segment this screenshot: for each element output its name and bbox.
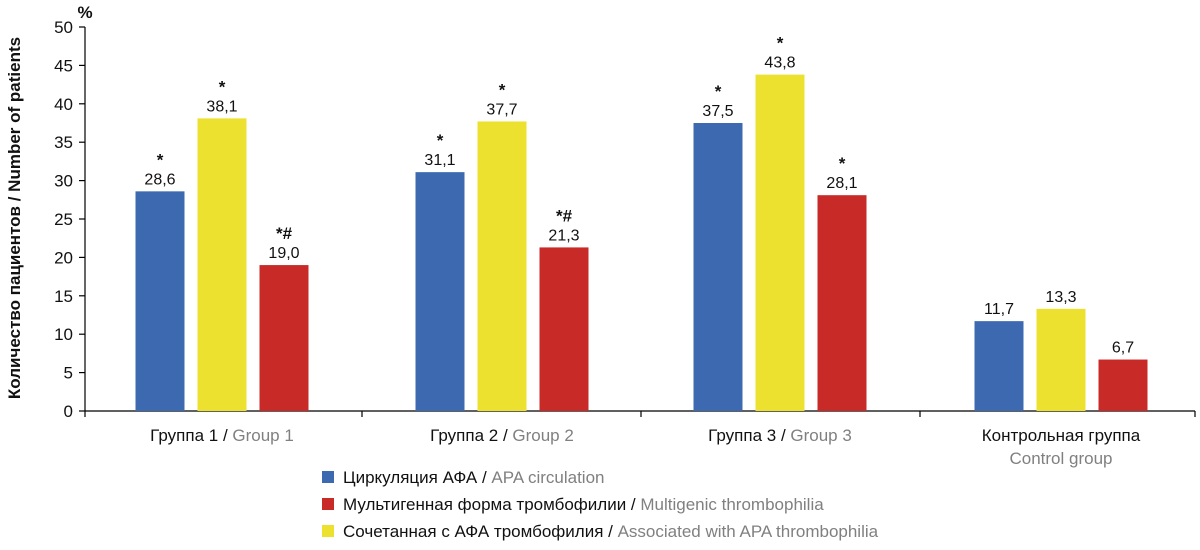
bar-value-label: 37,5 [702, 103, 733, 120]
significance-mark: * [437, 131, 444, 150]
bar-value-label: 38,1 [206, 98, 237, 115]
bar [693, 123, 743, 411]
y-tick-label: 35 [54, 133, 73, 152]
significance-mark: *# [276, 224, 293, 243]
bar-value-label: 19,0 [268, 245, 299, 262]
legend-entry-en: Associated with APA thrombophilia [618, 522, 879, 541]
y-tick-label: 15 [54, 287, 73, 306]
legend-entry-sep: / [603, 522, 617, 541]
significance-mark: * [715, 82, 722, 101]
significance-mark: * [777, 34, 784, 53]
significance-mark: *# [556, 206, 573, 225]
bar [135, 191, 185, 411]
category-label-ru: Группа 3 [708, 426, 776, 445]
y-tick-label: 5 [64, 364, 73, 383]
legend-entry: Мультигенная форма тромбофилии / Multige… [343, 495, 824, 514]
axes: 0 5 10 15 20 25 30 35 40 45 50% Количество пациенто… [5, 3, 1196, 421]
category-label-sep: / [776, 426, 790, 445]
bar-value-label: 31,1 [424, 152, 455, 169]
legend-entry-ru: Мультигенная форма тромбофилии [343, 495, 626, 514]
y-axis-title: Количество пациентов / Number of patient… [5, 37, 24, 399]
category-label: Группа 3 / Group 3 [708, 426, 852, 445]
bar-value-label: 43,8 [764, 55, 795, 72]
legend-entry: Сочетанная с АФА тромбофилия / Associate… [343, 522, 879, 541]
bar [415, 172, 465, 411]
category-label-en: Group 1 [232, 426, 293, 445]
bar-value-label: 28,1 [826, 175, 857, 192]
y-tick-label: 30 [54, 172, 73, 191]
legend-entry-ru: Циркуляция АФА [343, 468, 478, 487]
bar [755, 74, 805, 411]
y-tick-label: 40 [54, 95, 73, 114]
bar-value-label: 11,7 [984, 301, 1014, 318]
bar-value-label: 21,3 [548, 227, 579, 244]
category-label-ru: Группа 1 [150, 426, 218, 445]
significance-mark: * [157, 150, 164, 169]
bar-value-label: 6,7 [1112, 340, 1134, 357]
category-label-sep: / [218, 426, 232, 445]
y-tick-label: 0 [64, 402, 73, 421]
bar [1098, 359, 1148, 411]
category-label-en: Group 3 [790, 426, 851, 445]
legend-swatch [322, 525, 334, 537]
category-label-sep: / [498, 426, 512, 445]
legend-entry-sep: / [626, 495, 640, 514]
category-label: Группа 1 / Group 1 [150, 426, 294, 445]
significance-mark: * [219, 77, 226, 96]
legend-entry-sep: / [477, 468, 491, 487]
legend-entry-en: Multigenic thrombophilia [640, 495, 824, 514]
bar-value-label: 13,3 [1045, 289, 1076, 306]
y-unit-label: % [77, 3, 92, 22]
category-label-en: Group 2 [512, 426, 573, 445]
significance-mark: * [839, 154, 846, 173]
category-label-ru: Контрольная группа [982, 426, 1141, 445]
bar [539, 247, 589, 411]
y-tick-label: 10 [54, 325, 73, 344]
legend: Циркуляция АФА / APA circulation Мультиге… [322, 468, 879, 541]
bar [974, 321, 1024, 411]
legend-swatch [322, 498, 334, 510]
significance-mark: * [499, 80, 506, 99]
bar [477, 121, 527, 412]
y-tick-label: 50 [54, 18, 73, 37]
legend-entry-ru: Сочетанная с АФА тромбофилия [343, 522, 603, 541]
category-labels: Группа 1 / Group 1 Группа 2 / Group 2 Груп… [150, 426, 1141, 468]
bar [1036, 308, 1086, 411]
y-tick-label: 45 [54, 56, 73, 75]
category-label: Группа 2 / Group 2 [430, 426, 574, 445]
category-label-ru: Группа 2 [430, 426, 498, 445]
bar [197, 118, 247, 411]
bar-value-label: 37,7 [486, 101, 517, 118]
bar-value-label: 28,6 [144, 171, 175, 188]
legend-swatch [322, 471, 334, 483]
y-tick-label: 25 [54, 210, 73, 229]
category-label-en: Control group [1009, 449, 1112, 468]
legend-entry: Циркуляция АФА / APA circulation [343, 468, 604, 487]
legend-entry-en: APA circulation [491, 468, 604, 487]
bars: 28,6 * 38,1 * 19,0 *# 31,1 * 37,7 * 21,3 *# 37,5 * 43,… [135, 34, 1148, 412]
bar [259, 265, 309, 411]
y-tick-label: 20 [54, 248, 73, 267]
bar [817, 195, 867, 411]
